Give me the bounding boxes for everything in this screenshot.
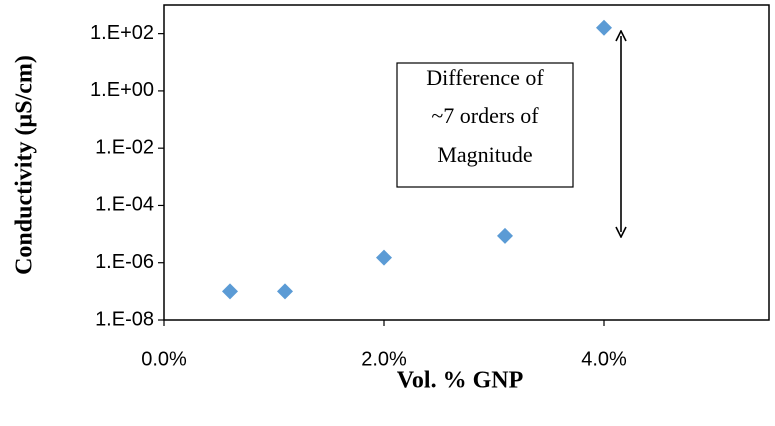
x-tick-label: 4.0%	[581, 348, 627, 370]
x-axis-label: Vol. % GNP	[397, 368, 523, 394]
annotation-box	[396, 62, 574, 188]
y-tick-label: 1.E-08	[95, 308, 154, 330]
annotation-line: Magnitude	[437, 142, 532, 167]
annotation-line: Difference of	[426, 65, 544, 90]
plot-frame	[163, 4, 770, 321]
y-tick-label: 1.E-06	[95, 251, 154, 273]
point	[497, 227, 513, 244]
y-tick-label: 1.E+02	[90, 22, 154, 44]
y-tick-label: 1.E+00	[90, 79, 154, 101]
y-tick-label: 1.E-04	[95, 194, 154, 216]
point	[277, 283, 293, 300]
y-tick-label: 1.E-02	[95, 136, 154, 158]
point	[596, 19, 612, 36]
x-tick-label: 2.0%	[361, 348, 407, 370]
point	[222, 283, 238, 300]
x-tick-label: 0.0%	[141, 348, 187, 370]
annotation-line: ~7 orders of	[431, 103, 539, 128]
point	[376, 249, 392, 266]
y-axis-label: Conductivity (µS/cm)	[12, 55, 38, 275]
